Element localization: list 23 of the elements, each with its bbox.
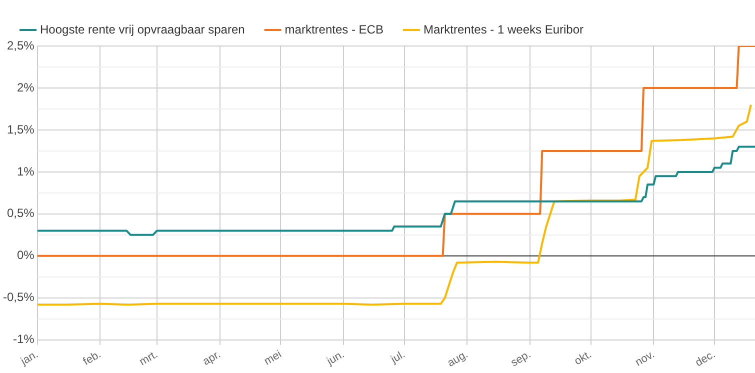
x-tick-label: jan. (18, 348, 40, 368)
y-tick-label: 2,5% (6, 38, 35, 52)
y-tick-label: -1% (13, 332, 35, 346)
y-tick-label: -0,5% (2, 290, 35, 304)
x-tick-label: sep. (508, 348, 533, 370)
x-tick-label: jun. (324, 348, 346, 368)
y-tick-label: 0,5% (6, 206, 35, 220)
y-tick-label: 0% (17, 248, 35, 262)
x-tick-label: mrt. (138, 348, 160, 368)
x-tick-label: aug. (446, 348, 470, 370)
y-tick-label: 1% (17, 164, 35, 178)
legend-label: Hoogste rente vrij opvraagbaar sparen (40, 22, 245, 36)
x-tick-label: dec. (693, 348, 718, 370)
x-tick-label: mei (262, 348, 284, 368)
y-tick-label: 2% (17, 80, 35, 94)
x-tick-label: jul. (388, 348, 408, 366)
y-tick-label: 1,5% (6, 122, 35, 136)
x-tick-label: nov. (633, 348, 657, 369)
x-tick-label: apr. (200, 348, 223, 368)
legend-label: marktrentes - ECB (284, 22, 384, 36)
x-tick-label: feb. (81, 348, 104, 368)
legend-label: Marktrentes - 1 weeks Euribor (423, 22, 584, 36)
x-tick-label: okt. (572, 348, 594, 368)
